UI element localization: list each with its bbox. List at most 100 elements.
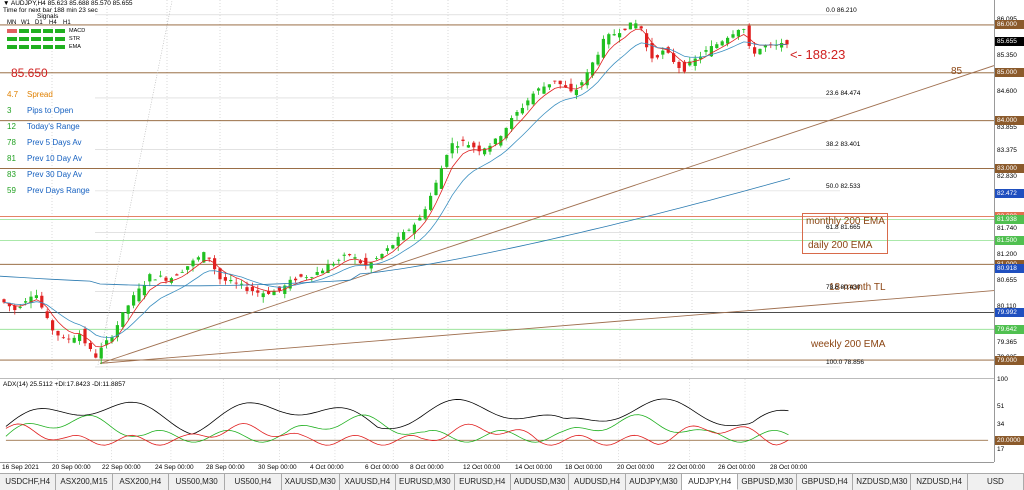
chart-tab[interactable]: ASX200,M15 — [56, 474, 113, 490]
signal-label: EMA — [69, 44, 81, 50]
candle-body — [304, 277, 308, 279]
timeframe-label: MN — [7, 20, 17, 26]
candle-body — [547, 84, 551, 88]
candle-body — [132, 295, 136, 306]
monthly-ema-label: monthly 200 EMA — [806, 216, 885, 227]
stat-row: 12 Today's Range — [7, 119, 90, 135]
candle-body — [434, 182, 438, 196]
adx-indicator[interactable] — [0, 378, 994, 462]
chart-tab[interactable]: US500,M30 — [169, 474, 226, 490]
candle-body — [645, 33, 649, 48]
time-tick-label: 30 Sep 00:00 — [258, 464, 297, 471]
price-tag: 84.000 — [995, 116, 1024, 126]
candle-body — [380, 253, 384, 259]
chart-tab[interactable]: AUDJPY,H4 — [682, 474, 739, 490]
level-85-label: 85 — [951, 66, 963, 77]
candle-body — [445, 154, 449, 167]
price-tag: 85.000 — [995, 68, 1024, 78]
time-tick-label: 28 Sep 00:00 — [206, 464, 245, 471]
stat-value: 81 — [7, 154, 16, 163]
chart-tab[interactable]: AUDJPY,M30 — [626, 474, 683, 490]
candle-body — [234, 282, 238, 284]
chart-tab[interactable]: NZDUSD,H4 — [911, 474, 968, 490]
price-tick-label: 83.855 — [997, 123, 1017, 131]
candle-body — [277, 286, 281, 291]
candle-body — [229, 279, 233, 282]
fib-label: 0.0 86.210 — [826, 6, 857, 14]
adx-tick-label: 100 — [997, 376, 1008, 383]
candle-body — [180, 271, 184, 273]
candle-body — [466, 145, 470, 148]
candle-body — [240, 283, 244, 285]
candle-body — [515, 112, 519, 116]
candle-body — [94, 353, 98, 358]
candle-body — [623, 28, 627, 30]
weekly-ema-label: weekly 200 EMA — [811, 339, 886, 350]
candle-body — [672, 53, 676, 62]
signals-panel: MN W1 D1 H4 H1 MACD STR EMA — [7, 20, 85, 52]
price-tick-label: 86.095 — [997, 16, 1017, 23]
candle-body — [213, 258, 217, 270]
candle-body — [331, 263, 335, 266]
price-tag: 80.918 — [995, 263, 1024, 273]
ema-200-line — [0, 178, 791, 287]
timeframe-label: H4 — [49, 20, 57, 26]
candle-body — [56, 330, 60, 336]
chart-tabs: USDCHF,H4 ASX200,M15 ASX200,H4 US500,M30 US5… — [0, 473, 1024, 490]
chart-tab[interactable]: NZDUSD,M30 — [853, 474, 912, 490]
chart-tab[interactable]: XAUUSD,M30 — [282, 474, 340, 490]
chart-tab[interactable]: GBPUSD,M30 — [738, 474, 797, 490]
candle-body — [283, 285, 287, 294]
chart-tab[interactable]: USD — [968, 474, 1024, 490]
candle-body — [245, 287, 249, 291]
candle-body — [164, 277, 168, 281]
candle-body — [661, 50, 665, 55]
time-tick-label: 24 Sep 00:00 — [155, 464, 194, 471]
chart-tab[interactable]: AUDUSD,M30 — [511, 474, 570, 490]
candle-body — [580, 82, 584, 86]
candle-body — [121, 312, 125, 327]
chart-tab[interactable]: ASX200,H4 — [113, 474, 169, 490]
chart-tab[interactable]: EURUSD,M30 — [396, 474, 455, 490]
candle-body — [207, 257, 211, 259]
chart-tab[interactable]: AUDUSD,H4 — [569, 474, 626, 490]
candle-body — [585, 72, 589, 86]
candle-body — [785, 40, 789, 45]
stat-row: 59 Prev Days Range — [7, 183, 90, 199]
chart-tab[interactable]: USDCHF,H4 — [0, 474, 57, 490]
chart-tab[interactable]: EURUSD,H4 — [455, 474, 511, 490]
time-tick-label: 26 Oct 00:00 — [718, 464, 756, 471]
countdown-label: <- 188:23 — [790, 47, 846, 62]
candle-body — [385, 248, 389, 251]
trendline-label: 18-month TL — [829, 282, 886, 293]
candle-body — [558, 80, 562, 85]
price-tick-label: 80.655 — [997, 276, 1017, 284]
candle-body — [758, 48, 762, 55]
stat-value: 83 — [7, 170, 16, 179]
candle-body — [596, 54, 600, 65]
candle-body — [191, 260, 195, 267]
candle-body — [780, 42, 784, 48]
chart-tab[interactable]: GBPUSD,H4 — [797, 474, 854, 490]
price-tick-label: 82.830 — [997, 172, 1017, 180]
candle-body — [402, 232, 406, 240]
time-tick-label: 20 Sep 00:00 — [52, 464, 91, 471]
chart-tab[interactable]: XAUUSD,H4 — [340, 474, 396, 490]
signal-block — [31, 37, 41, 41]
candle-body — [294, 278, 298, 281]
price-chart[interactable] — [0, 0, 994, 372]
candle-body — [126, 305, 130, 314]
time-tick-label: 8 Oct 00:00 — [410, 464, 444, 471]
stat-label: Prev 10 Day Av — [27, 154, 82, 163]
price-axis[interactable]: 86.095 85.655 85.350 84.600 83.855 83.375 82.8… — [994, 0, 1024, 462]
candle-body — [110, 336, 114, 342]
price-tag: 79.000 — [995, 355, 1024, 365]
candle-body — [439, 168, 443, 189]
candle-body — [299, 274, 303, 277]
minus-di-line — [5, 423, 789, 446]
candle-body — [358, 260, 362, 264]
candle-body — [682, 61, 686, 72]
candle-body — [634, 23, 638, 29]
chart-tab[interactable]: US500,H4 — [225, 474, 282, 490]
signal-block — [7, 29, 17, 33]
